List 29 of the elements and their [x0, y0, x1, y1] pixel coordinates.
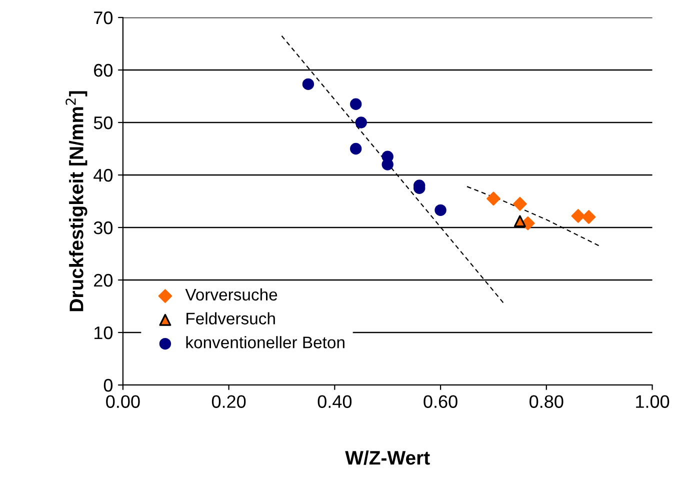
point: [513, 196, 527, 211]
point: [434, 204, 446, 216]
legend-label: Feldversuch: [186, 312, 275, 324]
y-tick-label: 50: [94, 116, 113, 130]
x-tick-label: 0.80: [530, 395, 564, 408]
x-tick-label: 0.40: [318, 395, 352, 408]
y-tick-label: 70: [94, 11, 113, 24]
x-axis-title: W/Z-Wert: [345, 450, 430, 465]
point: [582, 210, 596, 224]
legend-label: Vorversuche: [185, 288, 278, 301]
y-axis-title: Druckfestigkeit [N/mm$^{2}$]: [66, 91, 88, 312]
y-tick-label: 20: [94, 274, 113, 287]
y-tick-label: 10: [94, 326, 113, 340]
y-tick-label: 40: [94, 168, 113, 182]
x-tick-label: 0.60: [424, 395, 458, 408]
legend-label: konventioneller Beton: [186, 336, 344, 348]
y-tick-label: 0: [104, 378, 113, 392]
point: [355, 116, 367, 128]
point: [514, 215, 526, 228]
y-tick-label: 60: [94, 64, 113, 77]
point: [350, 142, 362, 155]
point: [302, 78, 314, 90]
point: [350, 98, 362, 110]
x-tick-label: 0.20: [212, 395, 246, 408]
x-tick-label: 1.00: [636, 395, 670, 408]
point: [571, 209, 586, 223]
point: [486, 192, 500, 206]
y-tick-label: 30: [94, 221, 113, 234]
x-tick-label: 0.00: [106, 395, 140, 408]
